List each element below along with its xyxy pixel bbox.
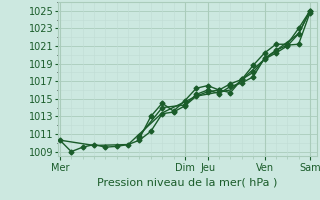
X-axis label: Pression niveau de la mer( hPa ): Pression niveau de la mer( hPa ) — [97, 177, 277, 187]
